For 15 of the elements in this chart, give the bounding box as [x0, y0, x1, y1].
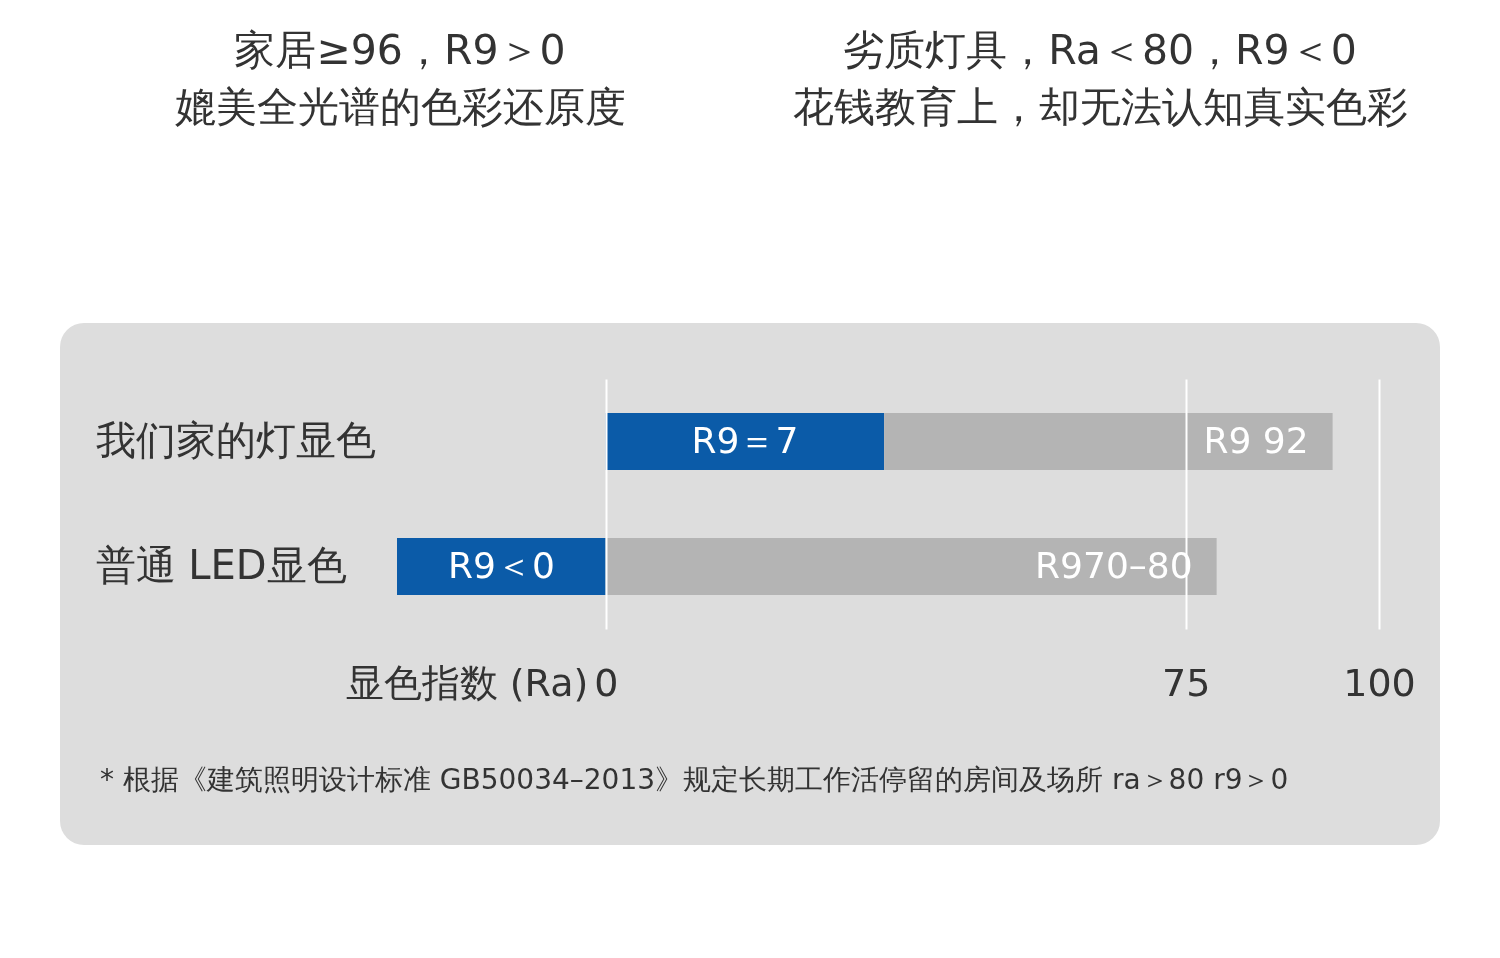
x-axis-title: 显色指数 (Ra) [345, 660, 589, 705]
y-tick-label: 普通 LED显色 [95, 541, 347, 588]
text: * 根据《建筑照明设计标准 GB50034–2013》规定长期工作活停留的房间及场所 ra＞80 r9＞0 [100, 762, 1289, 798]
data-label: R9＝7 [691, 419, 799, 461]
y-tick-label: 我们家的灯显色 [95, 416, 376, 463]
data-label: R9＜0 [447, 544, 555, 586]
x-tick-label: 100 [1343, 660, 1416, 705]
x-tick-label: 75 [1162, 660, 1211, 705]
bar [605, 413, 885, 470]
data-label: R9 92 [1203, 419, 1309, 461]
bar [397, 538, 606, 595]
bar [884, 413, 1333, 470]
text: 家居≥96，R9＞0 媲美全光谱的色彩还原度 [173, 25, 627, 133]
x-tick-label: 0 [594, 660, 619, 705]
text: 劣质灯具，Ra＜80，R9＜0 花钱教育上，却无法认知真实色彩 [791, 25, 1409, 133]
